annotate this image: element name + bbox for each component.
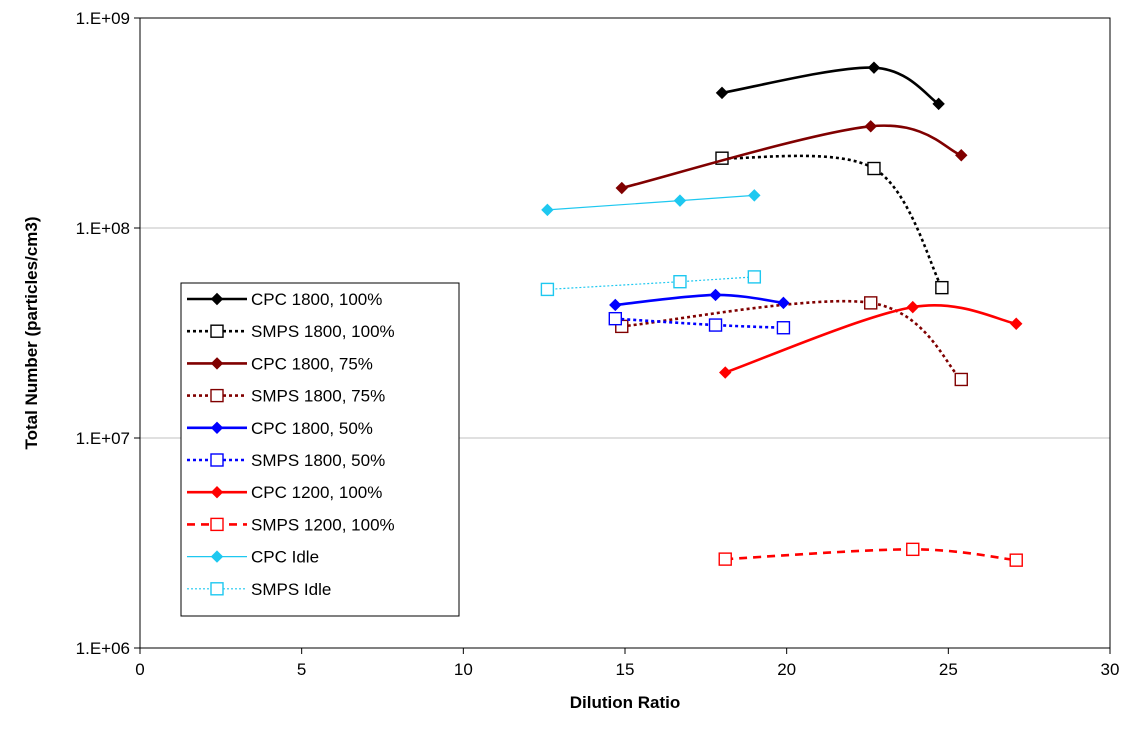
series-smps-1800-75 [615, 296, 968, 387]
series-line [724, 304, 1017, 374]
data-point-marker [673, 274, 687, 289]
legend-entry: SMPS 1800, 50% [187, 451, 385, 470]
data-point-marker [1010, 317, 1023, 330]
series-line [621, 299, 963, 381]
x-tick-label: 20 [777, 660, 796, 679]
legend-label: CPC Idle [251, 548, 319, 567]
x-tick-label: 15 [616, 660, 635, 679]
series-cpc-1800-50 [609, 288, 790, 312]
data-point-marker [210, 292, 224, 306]
series-layer [540, 61, 1023, 567]
y-tick-label: 1.E+06 [76, 639, 130, 658]
y-tick-label: 1.E+08 [76, 219, 130, 238]
axes: 1.E+06 1.E+07 1.E+08 1.E+09 0 5 10 15 20 25 30 [76, 9, 1120, 679]
legend-box [180, 282, 460, 617]
legend-label: SMPS Idle [251, 580, 331, 599]
legend-label: CPC 1800, 100% [251, 290, 382, 309]
series-line [615, 293, 784, 307]
data-point-marker [906, 542, 920, 557]
data-point-marker [210, 357, 224, 370]
series-smps-1200-100 [718, 542, 1023, 567]
data-point-marker [932, 97, 945, 111]
legend-label: CPC 1200, 100% [251, 483, 382, 502]
data-point-marker [673, 194, 687, 207]
x-tick-label: 25 [939, 660, 958, 679]
y-tick-label: 1.E+09 [76, 9, 130, 28]
data-point-marker [608, 311, 622, 326]
series-cpc-idle [541, 189, 761, 217]
data-point-marker [609, 298, 622, 312]
legend: CPC 1800, 100% SMPS 1800, 100% CPC 1800, 7… [180, 282, 460, 617]
data-point-marker [210, 453, 224, 467]
data-point-marker [1009, 553, 1023, 567]
data-point-marker [210, 550, 224, 563]
series-cpc-1800-75 [615, 120, 968, 195]
legend-entry: SMPS Idle [187, 580, 331, 599]
y-tick-label: 1.E+07 [76, 429, 130, 448]
x-tick-label: 10 [454, 660, 473, 679]
data-point-marker [708, 318, 723, 332]
legend-label: SMPS 1200, 100% [251, 515, 395, 534]
data-point-marker [210, 517, 224, 532]
y-axis-title: Total Number (particles/cm3) [22, 216, 41, 449]
data-point-marker [540, 282, 555, 297]
legend-entry: CPC 1800, 50% [187, 419, 373, 438]
legend-entry: CPC 1800, 75% [187, 354, 373, 373]
legend-entry: SMPS 1800, 75% [187, 387, 385, 406]
x-axis-title: Dilution Ratio [570, 693, 680, 712]
series-cpc-1200-100 [719, 300, 1023, 379]
data-point-marker [210, 421, 224, 435]
data-point-marker [719, 366, 732, 379]
series-line [547, 276, 755, 291]
data-point-marker [210, 324, 224, 338]
data-point-marker [541, 203, 554, 217]
data-point-marker [776, 321, 791, 335]
data-point-marker [777, 296, 790, 310]
data-point-marker [954, 372, 968, 387]
data-point-marker [867, 61, 881, 74]
series-smps-idle [540, 270, 762, 297]
data-point-marker [210, 582, 224, 596]
legend-entry: SMPS 1200, 100% [187, 515, 395, 534]
data-point-marker [935, 280, 949, 295]
legend-entry: CPC 1200, 100% [187, 483, 382, 502]
data-point-marker [748, 189, 761, 202]
data-point-marker [906, 300, 919, 314]
data-point-marker [747, 270, 762, 284]
x-tick-label: 30 [1101, 660, 1120, 679]
legend-entry: SMPS 1800, 100% [187, 322, 395, 341]
legend-entry: CPC Idle [187, 548, 319, 567]
data-point-marker [715, 86, 729, 100]
data-point-marker [709, 288, 722, 302]
series-smps-1800-100 [715, 151, 949, 295]
x-tick-label: 5 [297, 660, 306, 679]
legend-label: CPC 1800, 75% [251, 354, 373, 373]
series-line [621, 124, 962, 190]
data-point-marker [864, 296, 878, 310]
data-point-marker [615, 181, 628, 195]
legend-entry: CPC 1800, 100% [187, 290, 382, 309]
legend-label: SMPS 1800, 50% [251, 451, 385, 470]
series-line [725, 548, 1017, 562]
data-point-marker [718, 552, 732, 566]
series-smps-1800-50 [608, 311, 791, 335]
data-point-marker [955, 149, 968, 162]
data-point-marker [864, 120, 877, 133]
legend-label: CPC 1800, 50% [251, 419, 373, 438]
series-line [547, 194, 755, 211]
legend-label: SMPS 1800, 75% [251, 387, 385, 406]
data-point-marker [210, 485, 224, 499]
series-line [615, 317, 784, 330]
legend-label: SMPS 1800, 100% [251, 322, 395, 341]
data-point-marker [867, 161, 881, 176]
series-line [721, 66, 940, 106]
series-cpc-1800-100 [715, 61, 945, 111]
series-line [721, 154, 943, 289]
data-point-marker [210, 388, 224, 403]
x-tick-label: 0 [135, 660, 144, 679]
